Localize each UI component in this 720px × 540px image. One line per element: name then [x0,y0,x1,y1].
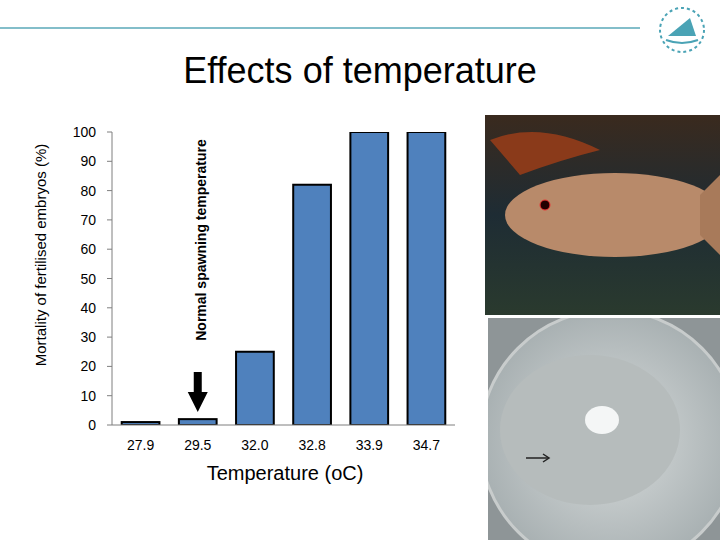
coral [490,132,600,175]
x-tick-label: 32.8 [298,437,325,453]
fish-body [505,173,720,257]
y-tick [107,190,112,191]
bar [293,185,331,425]
y-tick-label: 30 [80,329,96,345]
y-tick [107,132,112,133]
y-tick [107,161,112,162]
x-tick-label: 27.9 [127,437,154,453]
y-tick [107,337,112,338]
bars [122,132,446,425]
y-tick-label: 0 [88,417,96,433]
logo-wave [666,40,698,43]
embryo [488,318,720,540]
logo-ring [660,8,704,52]
fish-tail [700,175,720,255]
y-tick [107,366,112,367]
y-tick-label: 70 [80,212,96,228]
y-tick [107,395,112,396]
y-tick [107,425,112,426]
x-tick-label: 29.5 [184,437,211,453]
y-tick [107,278,112,279]
y-tick [107,249,112,250]
y-tick-label: 100 [73,124,97,140]
x-tick-label: 33.9 [356,437,383,453]
bar [350,132,388,425]
y-tick-label: 10 [80,388,96,404]
photo-arrow [526,457,548,459]
x-axis-title: Temperature (oC) [207,462,364,484]
x-tick-label: 34.7 [413,437,440,453]
y-tick [107,307,112,308]
x-axis [112,425,455,426]
annotation: Normal spawning temperature [193,139,209,341]
egg [488,318,720,540]
y-tick-label: 20 [80,358,96,374]
annotation-arrow [194,372,202,394]
y-tick-label: 90 [80,153,96,169]
annotation-arrow-head [188,392,208,412]
x-tick-label: 32.0 [241,437,268,453]
title: Effects of temperature [183,50,537,91]
y-tick-label: 40 [80,300,96,316]
yolk [500,355,680,505]
slide: Effects of temperature 0 10 20 30 40 50 60 70 80 9… [0,0,720,540]
y-axis-title: Mortality of fertilised embryos (%) [32,144,49,367]
y-tick [107,219,112,220]
y-tick-label: 50 [80,271,96,287]
y-tick-label: 80 [80,183,96,199]
fish-eye [540,200,550,210]
y-tick-label: 60 [80,241,96,257]
header-rule [0,27,640,29]
bar [236,352,274,425]
logo [660,8,704,52]
bar [408,132,446,425]
bar [179,419,217,425]
logo-sail [668,18,696,36]
photo-arrow-head [543,454,549,462]
oil-globule [585,406,619,434]
